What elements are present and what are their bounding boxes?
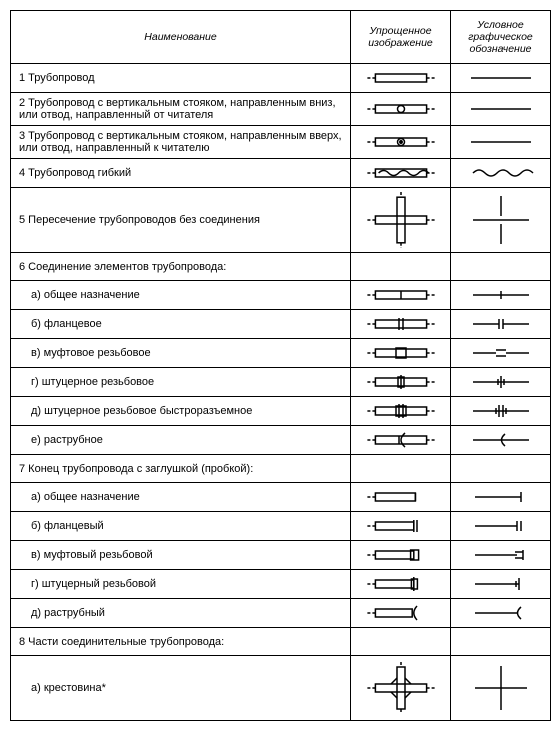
simplified-symbol [351, 628, 451, 656]
graphic-symbol [451, 628, 551, 656]
graphic-symbol [451, 570, 551, 599]
row-label: г) штуцерное резьбовое [11, 368, 351, 397]
graphic-symbol [451, 188, 551, 253]
graphic-symbol [451, 656, 551, 721]
table-row: 7 Конец трубопровода с заглушкой (пробко… [11, 455, 551, 483]
simplified-symbol [351, 159, 451, 188]
simplified-symbol [351, 541, 451, 570]
row-label: 6 Соединение элементов трубопровода: [11, 253, 351, 281]
table-row: 5 Пересечение трубопроводов без соединен… [11, 188, 551, 253]
table-row: 8 Части соединительные трубопровода: [11, 628, 551, 656]
table-row: в) муфтовое резьбовое [11, 339, 551, 368]
simplified-symbol [351, 281, 451, 310]
table-row: 3 Трубопровод с вертикальным стояком, на… [11, 126, 551, 159]
symbols-table: Наименование Упрощенное изображение Усло… [10, 10, 551, 721]
table-row: а) общее назначение [11, 281, 551, 310]
simplified-symbol [351, 397, 451, 426]
graphic-symbol [451, 93, 551, 126]
row-label: в) муфтовое резьбовое [11, 339, 351, 368]
graphic-symbol [451, 483, 551, 512]
row-label: 7 Конец трубопровода с заглушкой (пробко… [11, 455, 351, 483]
simplified-symbol [351, 339, 451, 368]
header-row: Наименование Упрощенное изображение Усло… [11, 11, 551, 64]
header-simplified: Упрощенное изображение [351, 11, 451, 64]
table-row: б) фланцевое [11, 310, 551, 339]
graphic-symbol [451, 426, 551, 455]
row-label: д) раструбный [11, 599, 351, 628]
header-symbol: Условное графическое обозначение [451, 11, 551, 64]
simplified-symbol [351, 512, 451, 541]
row-label: 3 Трубопровод с вертикальным стояком, на… [11, 126, 351, 159]
simplified-symbol [351, 126, 451, 159]
simplified-symbol [351, 483, 451, 512]
row-label: б) фланцевое [11, 310, 351, 339]
table-row: е) раструбное [11, 426, 551, 455]
table-row: б) фланцевый [11, 512, 551, 541]
table-row: 6 Соединение элементов трубопровода: [11, 253, 551, 281]
graphic-symbol [451, 397, 551, 426]
table-row: 4 Трубопровод гибкий [11, 159, 551, 188]
graphic-symbol [451, 599, 551, 628]
simplified-symbol [351, 64, 451, 93]
table-row: а) общее назначение [11, 483, 551, 512]
row-label: а) общее назначение [11, 281, 351, 310]
row-label: 4 Трубопровод гибкий [11, 159, 351, 188]
row-label: 8 Части соединительные трубопровода: [11, 628, 351, 656]
graphic-symbol [451, 512, 551, 541]
simplified-symbol [351, 253, 451, 281]
row-label: д) штуцерное резьбовое быстроразъемное [11, 397, 351, 426]
row-label: в) муфтовый резьбовой [11, 541, 351, 570]
graphic-symbol [451, 339, 551, 368]
graphic-symbol [451, 310, 551, 339]
row-label: г) штуцерный резьбовой [11, 570, 351, 599]
table-row: в) муфтовый резьбовой [11, 541, 551, 570]
table-row: д) штуцерное резьбовое быстроразъемное [11, 397, 551, 426]
table-row: 2 Трубопровод с вертикальным стояком, на… [11, 93, 551, 126]
simplified-symbol [351, 455, 451, 483]
table-row: г) штуцерное резьбовое [11, 368, 551, 397]
table-row: а) крестовина* [11, 656, 551, 721]
simplified-symbol [351, 368, 451, 397]
row-label: а) общее назначение [11, 483, 351, 512]
simplified-symbol [351, 656, 451, 721]
graphic-symbol [451, 281, 551, 310]
row-label: а) крестовина* [11, 656, 351, 721]
row-label: 5 Пересечение трубопроводов без соединен… [11, 188, 351, 253]
row-label: е) раструбное [11, 426, 351, 455]
graphic-symbol [451, 541, 551, 570]
graphic-symbol [451, 126, 551, 159]
simplified-symbol [351, 188, 451, 253]
table-row: 1 Трубопровод [11, 64, 551, 93]
row-label: б) фланцевый [11, 512, 351, 541]
simplified-symbol [351, 426, 451, 455]
table-row: д) раструбный [11, 599, 551, 628]
row-label: 1 Трубопровод [11, 64, 351, 93]
graphic-symbol [451, 159, 551, 188]
row-label: 2 Трубопровод с вертикальным стояком, на… [11, 93, 351, 126]
graphic-symbol [451, 455, 551, 483]
header-name: Наименование [11, 11, 351, 64]
simplified-symbol [351, 93, 451, 126]
table-row: г) штуцерный резьбовой [11, 570, 551, 599]
simplified-symbol [351, 599, 451, 628]
graphic-symbol [451, 253, 551, 281]
simplified-symbol [351, 310, 451, 339]
graphic-symbol [451, 368, 551, 397]
graphic-symbol [451, 64, 551, 93]
simplified-symbol [351, 570, 451, 599]
